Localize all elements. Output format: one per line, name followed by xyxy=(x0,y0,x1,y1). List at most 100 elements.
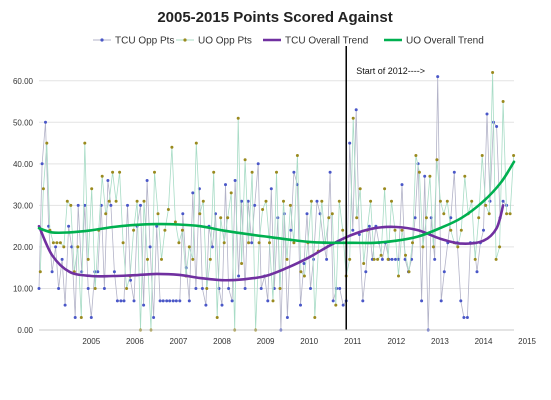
data-point-uo-opp-pts-109 xyxy=(417,170,421,174)
data-point-uo-opp-pts-83 xyxy=(327,216,331,220)
data-point-uo-opp-pts-1 xyxy=(41,187,45,191)
data-point-uo-opp-pts-46 xyxy=(198,212,202,216)
data-point-tcu-opp-pts-36 xyxy=(155,224,159,228)
data-point-tcu-opp-pts-18 xyxy=(96,270,100,274)
data-point-uo-opp-pts-36 xyxy=(163,228,167,232)
data-point-uo-opp-pts-21 xyxy=(111,170,115,174)
x-tick-label-2006: 2006 xyxy=(126,337,144,346)
data-point-uo-opp-pts-84 xyxy=(330,212,334,216)
data-point-uo-opp-pts-116 xyxy=(442,212,446,216)
data-point-tcu-opp-pts-34 xyxy=(148,245,152,249)
data-point-tcu-opp-pts-90 xyxy=(331,299,335,303)
legend-item-uo-opp-pts: UO Opp Pts xyxy=(176,36,252,47)
data-point-tcu-opp-pts-71 xyxy=(269,187,273,191)
data-point-tcu-opp-pts-47 xyxy=(191,191,195,195)
data-point-tcu-opp-pts-137 xyxy=(485,112,489,116)
data-point-uo-opp-pts-59 xyxy=(243,158,247,162)
legend-label-uo-overall-trend: UO Overall Trend xyxy=(406,36,484,47)
data-point-uo-opp-pts-108 xyxy=(414,154,418,157)
data-point-uo-opp-pts-45 xyxy=(194,141,198,145)
data-point-tcu-opp-pts-1 xyxy=(40,162,44,166)
data-point-tcu-opp-pts-92 xyxy=(338,287,342,290)
data-point-uo-opp-pts-39 xyxy=(173,220,177,224)
x-tick-label-2011: 2011 xyxy=(344,337,362,346)
x-tick-label-2007: 2007 xyxy=(170,337,188,346)
legend-label-tcu-opp-pts: TCU Opp Pts xyxy=(115,36,174,47)
data-point-uo-opp-pts-128 xyxy=(484,203,488,207)
data-point-uo-opp-pts-68 xyxy=(275,170,278,174)
data-point-uo-opp-pts-2 xyxy=(45,141,49,145)
data-point-uo-opp-pts-40 xyxy=(177,241,181,245)
data-point-uo-opp-pts-73 xyxy=(292,241,296,245)
data-point-tcu-opp-pts-111 xyxy=(400,183,404,187)
data-point-uo-opp-pts-134 xyxy=(505,212,509,216)
data-point-tcu-opp-pts-83 xyxy=(309,287,312,290)
data-point-uo-opp-pts-81 xyxy=(320,199,324,203)
data-point-uo-opp-pts-101 xyxy=(390,199,393,203)
axes: 0.00 10.00 20.00 30.00 40.00 50.00 60.00 2005 20… xyxy=(13,77,537,346)
data-point-uo-opp-pts-97 xyxy=(376,257,380,261)
data-point-tcu-opp-pts-31 xyxy=(139,203,142,207)
data-point-uo-opp-pts-96 xyxy=(372,257,376,261)
data-point-tcu-opp-pts-2 xyxy=(44,120,47,124)
data-point-tcu-opp-pts-136 xyxy=(482,228,485,232)
data-point-tcu-opp-pts-131 xyxy=(465,316,469,319)
chart-title: 2005-2015 Points Scored Against xyxy=(157,9,392,26)
data-point-tcu-opp-pts-66 xyxy=(253,203,257,207)
data-point-uo-opp-pts-71 xyxy=(285,257,289,261)
data-point-tcu-opp-pts-61 xyxy=(237,274,241,278)
y-tick-label-0: 0.00 xyxy=(17,326,33,335)
data-point-uo-opp-pts-72 xyxy=(288,203,292,207)
data-point-tcu-opp-pts-127 xyxy=(452,170,456,174)
data-point-uo-opp-pts-127 xyxy=(480,154,484,157)
data-point-tcu-opp-pts-62 xyxy=(240,199,244,203)
series-uo-opp-pts xyxy=(38,71,516,332)
data-point-tcu-opp-pts-82 xyxy=(305,212,309,216)
data-point-tcu-opp-pts-25 xyxy=(119,299,123,303)
data-point-tcu-opp-pts-14 xyxy=(83,203,87,207)
y-tick-label-1: 10.00 xyxy=(13,284,34,293)
data-point-uo-opp-pts-31 xyxy=(146,257,149,261)
legend-item-uo-overall-trend: UO Overall Trend xyxy=(384,36,484,47)
data-point-tcu-opp-pts-85 xyxy=(315,199,319,203)
data-point-tcu-opp-pts-23 xyxy=(112,270,116,274)
data-point-tcu-opp-pts-38 xyxy=(161,299,165,303)
data-point-tcu-opp-pts-6 xyxy=(57,287,61,290)
data-point-uo-opp-pts-38 xyxy=(170,145,174,149)
data-point-uo-opp-pts-41 xyxy=(180,228,184,232)
data-point-uo-opp-pts-112 xyxy=(428,174,432,178)
data-point-uo-opp-pts-124 xyxy=(470,199,474,203)
data-point-uo-opp-pts-34 xyxy=(156,212,160,216)
data-point-uo-opp-pts-25 xyxy=(125,287,129,290)
data-point-uo-opp-pts-27 xyxy=(132,228,136,232)
series-tcu-overall-trend xyxy=(37,204,505,282)
data-point-uo-opp-pts-113 xyxy=(431,245,435,249)
legend-label-uo-opp-pts: UO Opp Pts xyxy=(198,36,252,47)
data-point-tcu-opp-pts-10 xyxy=(70,245,74,249)
data-point-tcu-opp-pts-41 xyxy=(171,299,175,303)
data-point-uo-opp-pts-23 xyxy=(118,170,122,174)
legend-marker-uo-opp-pts xyxy=(183,38,187,42)
data-point-tcu-opp-pts-129 xyxy=(459,299,463,303)
data-point-tcu-opp-pts-78 xyxy=(292,170,296,174)
data-point-uo-opp-pts-99 xyxy=(383,187,387,191)
x-tick-label-2015: 2015 xyxy=(518,337,536,346)
legend-item-tcu-overall-trend: TCU Overall Trend xyxy=(263,36,368,47)
data-point-uo-opp-pts-24 xyxy=(121,241,125,245)
data-point-uo-opp-pts-37 xyxy=(166,208,170,211)
data-point-tcu-opp-pts-130 xyxy=(462,316,466,319)
data-point-uo-opp-pts-16 xyxy=(93,287,97,290)
data-point-uo-opp-pts-106 xyxy=(407,270,411,274)
data-point-uo-opp-pts-86 xyxy=(337,199,341,203)
data-point-tcu-opp-pts-64 xyxy=(246,199,250,203)
data-point-tcu-opp-pts-50 xyxy=(200,287,204,290)
data-point-tcu-opp-pts-105 xyxy=(380,257,384,261)
data-point-uo-opp-pts-115 xyxy=(438,199,442,203)
data-point-uo-opp-pts-33 xyxy=(153,170,156,174)
data-point-tcu-opp-pts-9 xyxy=(67,224,71,228)
data-point-tcu-opp-pts-97 xyxy=(354,108,358,112)
data-point-tcu-opp-pts-99 xyxy=(361,299,365,303)
data-point-tcu-opp-pts-11 xyxy=(73,316,77,319)
